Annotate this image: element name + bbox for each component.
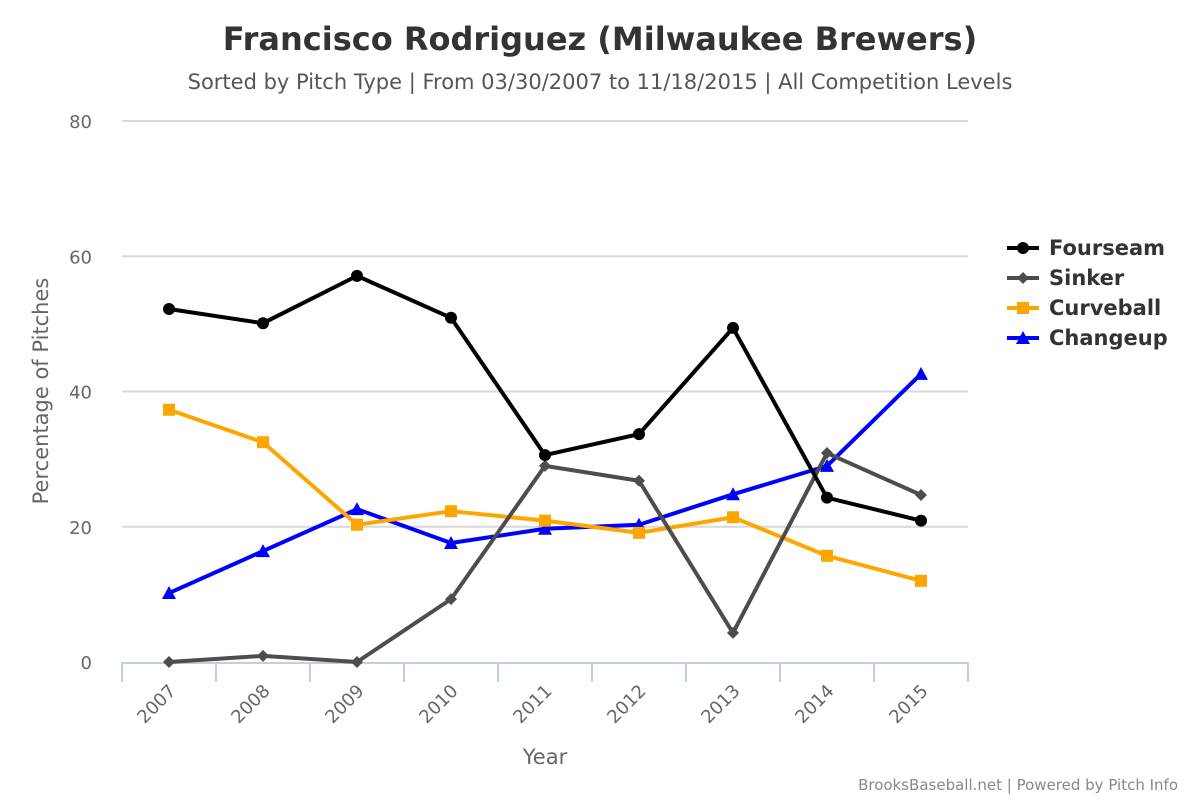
curveball-line bbox=[168, 407, 922, 583]
x-axis-title: Year bbox=[522, 745, 568, 769]
curveball-point[interactable] bbox=[163, 403, 175, 416]
sinker-point[interactable] bbox=[727, 626, 739, 639]
x-tick-label: 2012 bbox=[603, 681, 650, 728]
legend-label: Fourseam bbox=[1049, 236, 1165, 260]
x-tick-label: 2013 bbox=[697, 681, 744, 728]
changeup-point[interactable] bbox=[538, 521, 552, 535]
sinker-point[interactable] bbox=[539, 459, 551, 472]
fourseam-point[interactable] bbox=[163, 302, 175, 315]
legend-label: Changeup bbox=[1049, 326, 1168, 350]
fourseam-point[interactable] bbox=[633, 428, 645, 441]
curveball-point[interactable] bbox=[539, 514, 551, 527]
fourseam-point[interactable] bbox=[727, 321, 739, 334]
legend-label: Curveball bbox=[1049, 296, 1161, 320]
y-tick-label: 0 bbox=[81, 653, 92, 674]
curveball-point[interactable] bbox=[727, 511, 739, 524]
fourseam-point[interactable] bbox=[257, 317, 269, 330]
sinker-point[interactable] bbox=[257, 649, 269, 662]
y-axis-title: Percentage of Pitches bbox=[29, 278, 53, 505]
fourseam-point[interactable] bbox=[821, 491, 833, 504]
chart-title: Francisco Rodriguez (Milwaukee Brewers) bbox=[223, 20, 977, 58]
changeup-line bbox=[168, 372, 923, 595]
curveball-point[interactable] bbox=[821, 549, 833, 562]
legend-triangle-icon[interactable] bbox=[1016, 331, 1030, 344]
sinker-point[interactable] bbox=[163, 656, 175, 668]
changeup-point[interactable] bbox=[162, 586, 176, 600]
changeup-point[interactable] bbox=[256, 544, 270, 558]
fourseam-point[interactable] bbox=[539, 449, 551, 462]
fourseam-point[interactable] bbox=[915, 514, 927, 527]
x-tick-label: 2011 bbox=[509, 681, 556, 728]
curveball-point[interactable] bbox=[915, 574, 927, 587]
legend-label: Sinker bbox=[1049, 266, 1125, 290]
curveball-point[interactable] bbox=[257, 436, 269, 449]
sinker-point[interactable] bbox=[915, 488, 927, 501]
changeup-point[interactable] bbox=[444, 535, 458, 549]
x-tick-label: 2014 bbox=[791, 681, 838, 728]
legend-square-icon[interactable] bbox=[1017, 302, 1029, 314]
legend-item-fourseam[interactable]: Fourseam bbox=[1007, 236, 1165, 260]
legend-item-curveball[interactable]: Curveball bbox=[1007, 296, 1161, 320]
x-tick-label: 2007 bbox=[133, 681, 180, 728]
x-tick-label: 2015 bbox=[885, 681, 932, 728]
sinker-point[interactable] bbox=[351, 656, 363, 668]
changeup-point[interactable] bbox=[914, 366, 928, 380]
series-fourseam bbox=[163, 269, 927, 527]
changeup-point[interactable] bbox=[726, 487, 740, 501]
fourseam-point[interactable] bbox=[351, 269, 363, 282]
legend-item-changeup[interactable]: Changeup bbox=[1007, 326, 1168, 350]
legend-diamond-icon[interactable] bbox=[1017, 272, 1029, 284]
curveball-point[interactable] bbox=[633, 526, 645, 539]
changeup-point[interactable] bbox=[350, 502, 364, 516]
sinker-point[interactable] bbox=[445, 593, 457, 606]
y-tick-label: 20 bbox=[69, 518, 92, 539]
sinker-point[interactable] bbox=[633, 474, 645, 487]
sinker-point[interactable] bbox=[821, 447, 833, 460]
chart-subtitle: Sorted by Pitch Type | From 03/30/2007 t… bbox=[188, 70, 1013, 95]
legend-circle-icon[interactable] bbox=[1017, 242, 1029, 254]
series-sinker bbox=[163, 447, 927, 668]
changeup-point[interactable] bbox=[820, 458, 834, 472]
series-curveball bbox=[163, 403, 927, 587]
x-tick-label: 2008 bbox=[227, 681, 274, 728]
sinker-line bbox=[168, 451, 922, 664]
curveball-point[interactable] bbox=[445, 505, 457, 518]
credit-link[interactable]: BrooksBaseball.net | Powered by Pitch In… bbox=[858, 776, 1178, 794]
y-tick-label: 40 bbox=[69, 383, 92, 404]
x-tick-label: 2009 bbox=[321, 681, 368, 728]
fourseam-point[interactable] bbox=[445, 311, 457, 324]
y-tick-label: 60 bbox=[69, 247, 92, 268]
y-tick-label: 80 bbox=[69, 112, 92, 133]
x-tick-label: 2010 bbox=[415, 681, 462, 728]
legend-item-sinker[interactable]: Sinker bbox=[1007, 266, 1125, 290]
fourseam-line bbox=[168, 273, 922, 523]
curveball-point[interactable] bbox=[351, 518, 363, 531]
